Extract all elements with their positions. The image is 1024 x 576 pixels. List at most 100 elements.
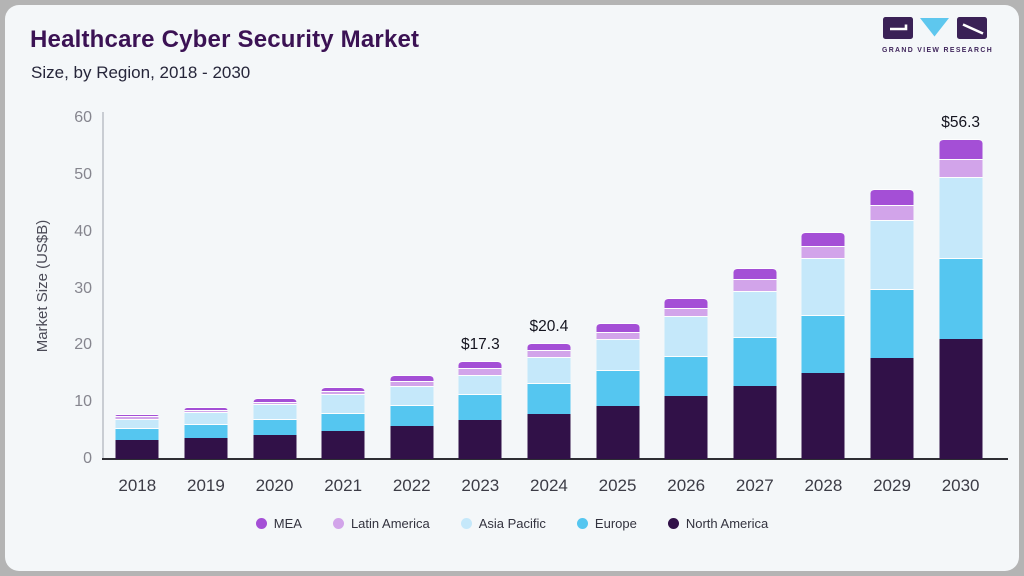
bar-column-2025: 2025 xyxy=(583,112,652,495)
bar-column-2019: 2019 xyxy=(172,112,241,495)
legend-item-europe: Europe xyxy=(576,516,637,531)
legend-item-mea: MEA xyxy=(255,516,302,531)
segment-mea xyxy=(733,267,777,279)
y-tick-label: 40 xyxy=(74,222,92,240)
segment-north-america xyxy=(801,373,845,459)
y-tick-label: 30 xyxy=(74,279,92,297)
x-tick-label-2029: 2029 xyxy=(873,476,911,495)
legend-item-asia-pacific: Asia Pacific xyxy=(460,516,546,531)
segment-asia-pacific xyxy=(458,374,502,395)
stacked-bar-2025 xyxy=(596,322,640,459)
segment-asia-pacific xyxy=(596,338,640,370)
segment-asia-pacific xyxy=(801,257,845,315)
stacked-bar-2029 xyxy=(870,188,914,459)
segment-europe xyxy=(801,314,845,374)
segment-europe xyxy=(664,355,708,397)
bar-column-2030: $56.3 2030 xyxy=(926,112,995,495)
stacked-bar-2028 xyxy=(801,231,845,459)
x-axis-line xyxy=(102,458,1008,460)
segment-mea xyxy=(321,387,365,391)
segment-north-america xyxy=(733,385,777,459)
stacked-bar-2027 xyxy=(733,267,777,459)
chart-legend: MEA Latin America Asia Pacific Europe North … xyxy=(0,516,1024,531)
legend-swatch-icon xyxy=(667,518,679,529)
segment-asia-pacific xyxy=(527,357,571,384)
legend-label: Latin America xyxy=(350,516,430,531)
segment-north-america xyxy=(184,437,228,459)
bar-column-2024: $20.4 2024 xyxy=(515,112,584,495)
bar-column-2022: 2022 xyxy=(377,112,446,495)
stacked-bar-2022 xyxy=(390,374,434,459)
segment-europe xyxy=(596,369,640,406)
stacked-bar-2023 xyxy=(458,360,502,459)
bar-column-2023: $17.3 2023 xyxy=(446,112,515,495)
segment-latin-america xyxy=(596,332,640,339)
segment-europe xyxy=(115,427,159,441)
x-tick-label-2024: 2024 xyxy=(530,476,568,495)
segment-europe xyxy=(184,424,228,438)
x-tick-label-2022: 2022 xyxy=(392,476,431,495)
bar-column-2027: 2027 xyxy=(720,112,789,495)
chart-card xyxy=(5,5,1019,571)
x-tick-label-2021: 2021 xyxy=(324,476,363,495)
segment-north-america xyxy=(390,426,434,459)
y-tick-label: 60 xyxy=(74,109,92,126)
x-tick-label-2028: 2028 xyxy=(804,476,843,495)
segment-latin-america xyxy=(870,204,914,220)
stacked-bar-2020 xyxy=(253,398,297,459)
bar-column-2020: 2020 xyxy=(240,112,309,495)
segment-asia-pacific xyxy=(115,418,159,428)
segment-latin-america xyxy=(664,307,708,317)
segment-europe xyxy=(253,419,297,435)
gvr-logo-icon xyxy=(883,17,987,39)
segment-europe xyxy=(733,336,777,386)
legend-label: Europe xyxy=(594,516,637,531)
segment-latin-america xyxy=(939,158,983,178)
segment-asia-pacific xyxy=(321,394,365,413)
segment-asia-pacific xyxy=(733,290,777,337)
segment-europe xyxy=(939,258,983,340)
segment-latin-america xyxy=(321,390,365,395)
legend-label: North America xyxy=(685,516,769,531)
segment-latin-america xyxy=(458,368,502,375)
x-tick-label-2019: 2019 xyxy=(186,476,225,495)
legend-swatch-icon xyxy=(576,518,588,529)
legend-label: Asia Pacific xyxy=(478,516,546,531)
value-label-2023: $17.3 xyxy=(460,335,500,353)
segment-europe xyxy=(870,289,914,358)
segment-asia-pacific xyxy=(253,404,297,420)
segment-north-america xyxy=(458,419,502,459)
segment-north-america xyxy=(115,440,159,459)
page-title: Healthcare Cyber Security Market xyxy=(30,26,420,53)
segment-north-america xyxy=(939,339,983,459)
segment-mea xyxy=(870,188,914,205)
segment-latin-america xyxy=(733,278,777,291)
x-tick-label-2025: 2025 xyxy=(598,476,637,495)
stacked-bar-2024 xyxy=(527,343,571,459)
segment-latin-america xyxy=(801,245,845,258)
x-tick-label-2027: 2027 xyxy=(735,476,774,495)
x-tick-label-2030: 2030 xyxy=(941,476,980,495)
segment-europe xyxy=(458,394,502,420)
stacked-bar-2021 xyxy=(321,387,365,459)
y-axis-line xyxy=(102,112,104,458)
logo-brand-text: GRAND VIEW RESEARCH xyxy=(882,47,994,54)
segment-europe xyxy=(321,412,365,431)
bar-column-2021: 2021 xyxy=(309,112,378,495)
stacked-bar-2019 xyxy=(184,406,228,459)
segment-asia-pacific xyxy=(184,411,228,425)
segment-asia-pacific xyxy=(664,316,708,356)
x-tick-label-2026: 2026 xyxy=(667,476,706,495)
x-tick-label-2020: 2020 xyxy=(255,476,294,495)
segment-mea xyxy=(390,374,434,381)
segment-europe xyxy=(527,383,571,415)
segment-latin-america xyxy=(253,401,297,405)
bar-column-2026: 2026 xyxy=(652,112,721,495)
segment-mea xyxy=(664,297,708,308)
page-subtitle: Size, by Region, 2018 - 2030 xyxy=(31,63,251,82)
y-tick-label: 50 xyxy=(74,165,92,183)
segment-mea xyxy=(115,413,159,417)
stacked-bar-2030 xyxy=(939,139,983,459)
legend-swatch-icon xyxy=(255,518,267,529)
